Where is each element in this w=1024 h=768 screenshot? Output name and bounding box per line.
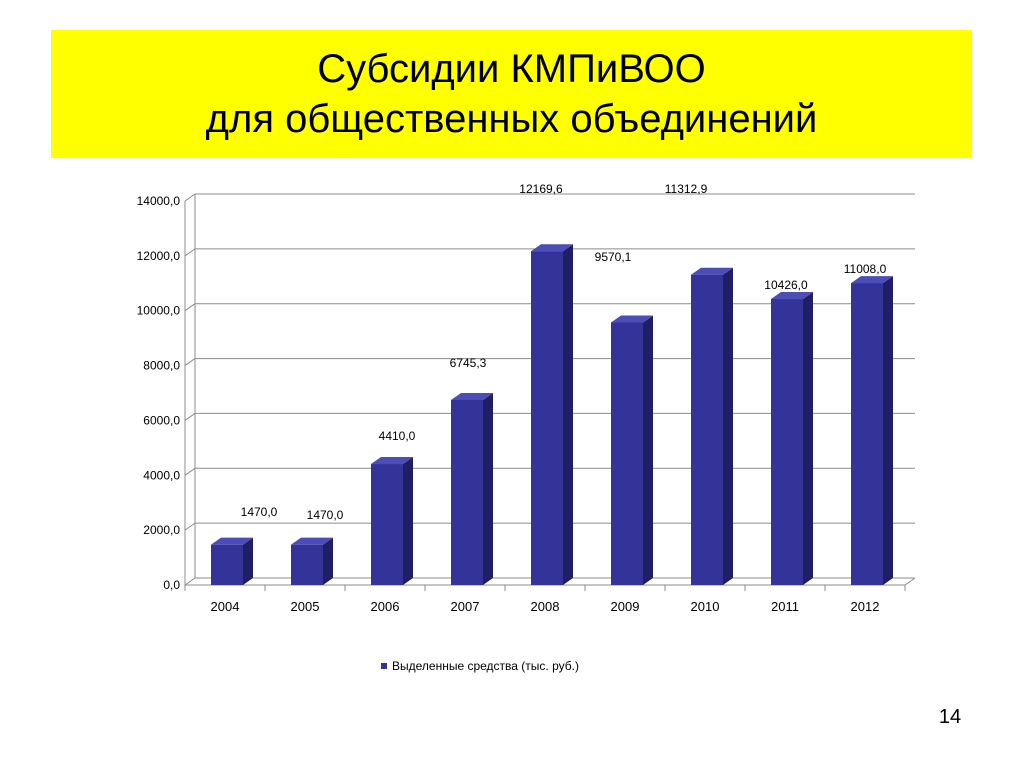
bar-top [211, 537, 253, 545]
data-label: 1470,0 [307, 508, 344, 522]
y-tick-label: 8000,0 [143, 359, 180, 373]
x-tick-label: 2004 [211, 599, 240, 614]
x-tick-label: 2010 [691, 599, 720, 614]
slide-title-line-2: для общественных объединений [205, 97, 818, 141]
y-tick-label: 0,0 [163, 578, 180, 592]
bar-side [403, 457, 413, 585]
x-tick-label: 2009 [611, 599, 640, 614]
bar [371, 464, 403, 585]
gridline-depth [184, 303, 196, 312]
bar [531, 251, 563, 585]
page-number: 14 [938, 706, 962, 728]
bar-side [563, 244, 573, 585]
gridline-depth [184, 193, 196, 202]
x-tick-label: 2007 [451, 599, 480, 614]
bar [611, 322, 643, 585]
bar [691, 274, 723, 585]
bar-top [771, 292, 813, 300]
y-tick-label: 2000,0 [143, 523, 180, 537]
bar [451, 399, 483, 585]
bar-top [851, 276, 893, 284]
y-tick-label: 4000,0 [143, 468, 180, 482]
bar-top [691, 267, 733, 275]
gridline-depth [184, 522, 196, 531]
bar-side [723, 267, 733, 585]
legend-swatch [381, 663, 387, 669]
y-tick-label: 10000,0 [137, 304, 181, 318]
data-label: 11008,0 [844, 262, 887, 276]
data-label: 9570,1 [595, 250, 632, 264]
bar [851, 283, 883, 585]
bar-side [643, 315, 653, 585]
bar-side [883, 276, 893, 585]
bar-top [371, 457, 413, 465]
data-label: 12169,6 [519, 182, 563, 196]
gridline-depth [184, 413, 196, 421]
slide-title-line-1: Субсидии КМПиВОО [317, 47, 706, 91]
y-tick-label: 6000,0 [143, 413, 180, 427]
y-tick-label: 12000,0 [137, 249, 181, 263]
bar [211, 544, 243, 585]
x-axis-depth [904, 577, 916, 586]
bar [771, 299, 803, 585]
gridline-depth [184, 467, 196, 476]
x-tick-label: 2008 [531, 599, 560, 614]
data-label: 1470,0 [241, 505, 278, 519]
bar-side [243, 537, 253, 585]
legend-label: Выделенные средства (тыс. руб.) [392, 659, 579, 673]
data-label: 10426,0 [764, 278, 808, 292]
x-tick-label: 2005 [291, 599, 320, 614]
bar-side [323, 537, 333, 585]
bar-top [291, 537, 333, 545]
y-tick-label: 14000,0 [137, 194, 181, 208]
gridline-depth [184, 358, 196, 366]
bar [291, 544, 323, 585]
bar-top [531, 244, 573, 252]
bar-side [483, 392, 493, 585]
gridline-depth [184, 577, 196, 586]
x-tick-label: 2012 [851, 599, 880, 614]
data-label: 4410,0 [379, 429, 416, 443]
bar-top [611, 315, 653, 323]
x-tick-label: 2006 [371, 599, 400, 614]
title-banner: Субсидии КМПиВОО для общественных объеди… [51, 30, 972, 158]
x-tick-label: 2011 [771, 599, 799, 614]
bar-side [803, 292, 813, 585]
data-label: 6745,3 [450, 356, 487, 370]
bar-top [451, 392, 493, 400]
data-label: 11312,9 [665, 182, 708, 196]
gridline-depth [184, 248, 196, 257]
